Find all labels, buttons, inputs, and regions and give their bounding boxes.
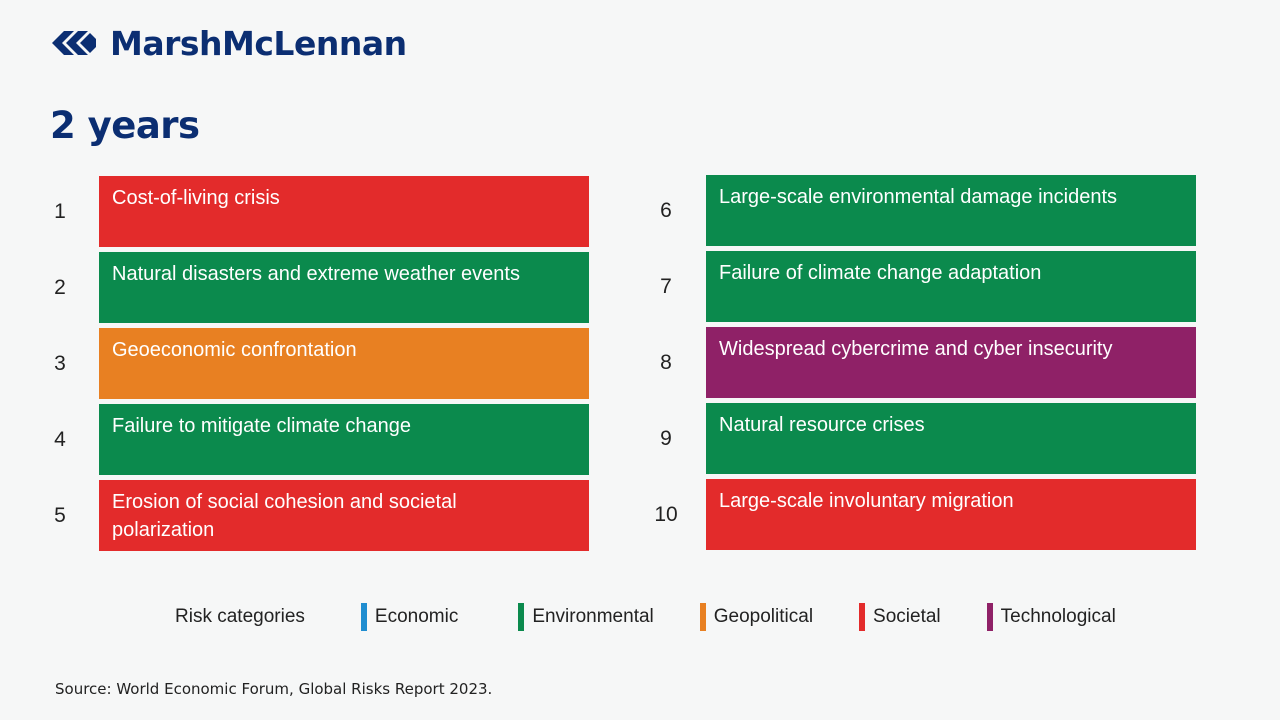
legend-text: Geopolitical <box>713 606 814 627</box>
risk-label: Natural resource crises <box>706 403 1196 474</box>
legend-item-economic: Economic <box>360 603 459 631</box>
legend-text: Societal <box>873 606 941 627</box>
brand-name: MarshMcLennan <box>110 23 407 63</box>
legend-swatch <box>360 603 367 631</box>
risk-label: Erosion of social cohesion and societal … <box>99 480 589 551</box>
risk-label: Large-scale involuntary migration <box>706 479 1196 550</box>
risk-rank: 3 <box>54 351 66 375</box>
legend-swatch <box>986 603 993 631</box>
legend-swatch <box>518 603 525 631</box>
legend-label: Risk categories <box>175 606 305 627</box>
legend-items: Economic Environmental Geopolitical Societa… <box>360 603 1116 631</box>
risk-rank: 10 <box>654 502 678 526</box>
legend-text: Environmental <box>532 606 654 627</box>
legend-item-societal: Societal <box>859 603 941 631</box>
legend-swatch <box>699 603 706 631</box>
legend-swatch <box>859 603 866 631</box>
brand-logo: MarshMcLennan <box>50 23 407 63</box>
risk-label: Cost-of-living crisis <box>99 176 589 247</box>
risk-label: Widespread cybercrime and cyber insecuri… <box>706 327 1196 398</box>
risk-legend: Risk categories Economic Environmental Geo… <box>175 602 1116 632</box>
risk-label: Geoeconomic confrontation <box>99 328 589 399</box>
risk-rank: 8 <box>660 350 672 374</box>
risk-rank: 6 <box>660 198 672 222</box>
risk-label: Failure to mitigate climate change <box>99 404 589 475</box>
page-title: 2 years <box>50 104 200 147</box>
risk-label: Natural disasters and extreme weather ev… <box>99 252 589 323</box>
risk-rank: 7 <box>660 274 672 298</box>
risk-label: Failure of climate change adaptation <box>706 251 1196 322</box>
legend-item-technological: Technological <box>986 603 1116 631</box>
risk-rank: 1 <box>54 199 66 223</box>
legend-text: Technological <box>1000 606 1116 627</box>
risk-rank: 2 <box>54 275 66 299</box>
source-note: Source: World Economic Forum, Global Ris… <box>55 680 493 698</box>
risk-rank: 4 <box>54 427 66 451</box>
risk-label: Large-scale environmental damage inciden… <box>706 175 1196 246</box>
marsh-mclennan-logo-icon <box>52 31 96 55</box>
legend-text: Economic <box>374 606 459 627</box>
risk-rank: 5 <box>54 503 66 527</box>
legend-item-environmental: Environmental <box>518 603 654 631</box>
legend-item-geopolitical: Geopolitical <box>699 603 814 631</box>
risk-rank: 9 <box>660 426 672 450</box>
